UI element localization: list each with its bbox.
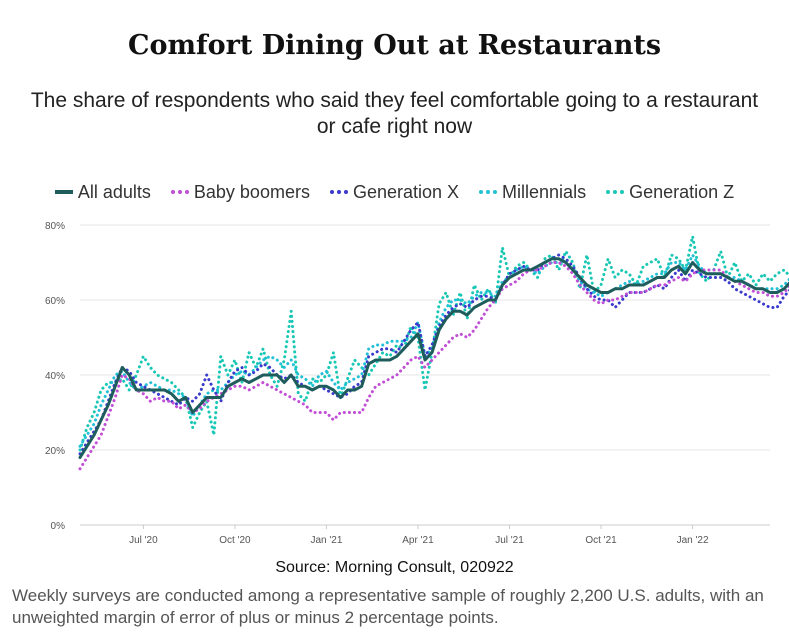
legend-label: Generation X [352,181,460,202]
legend-swatch [329,190,348,194]
y-tick-label: 60% [45,296,65,307]
y-tick-label: 40% [45,371,65,382]
x-tick-label: Jul '21 [495,535,524,546]
series-line-all-adults [78,257,789,459]
source-note: Source: Morning Consult, 020922 [275,559,514,576]
x-tick-label: Apr '21 [402,535,434,546]
legend-swatch [170,190,189,194]
line-chart: 0% 20% 40% 60% 80% Jul '20 Oct '20 Jan '21 Apr '… [45,221,789,546]
legend-swatch [606,190,625,194]
legend-item-millennials[interactable]: Millennials [479,180,586,204]
legend-item-baby-boomers[interactable]: Baby boomers [170,180,310,204]
series-line-generation-z [78,234,789,452]
y-tick-label: 0% [51,521,66,532]
chart-subtitle: The share of respondents who said they f… [30,89,759,138]
legend-swatch [54,190,73,194]
legend-swatch [479,190,498,194]
legend-item-generation-z[interactable]: Generation Z [606,180,734,204]
chart-title: Comfort Dining Out at Restaurants [127,30,662,61]
x-tick-label: Jul '20 [129,535,158,546]
series-line-generation-x [78,253,789,456]
y-tick-label: 20% [45,446,65,457]
legend-item-generation-x[interactable]: Generation X [329,180,460,204]
legend: All adults Baby boomers Generation X Mil… [0,180,789,204]
legend-item-all-adults[interactable]: All adults [54,180,151,204]
x-tick-label: Jan '21 [310,535,342,546]
footnote: Weekly surveys are conducted among a rep… [12,586,764,627]
x-tick-label: Oct '20 [219,535,251,546]
legend-label: Millennials [502,181,587,202]
series-line-millennials [78,253,789,448]
x-tick-label: Jan '22 [677,535,709,546]
series-line-baby-boomers [78,261,789,471]
legend-label: Baby boomers [193,181,310,202]
legend-label: Generation Z [629,181,735,202]
legend-label: All adults [77,181,151,202]
y-tick-label: 80% [45,221,65,232]
x-tick-label: Oct '21 [585,535,617,546]
